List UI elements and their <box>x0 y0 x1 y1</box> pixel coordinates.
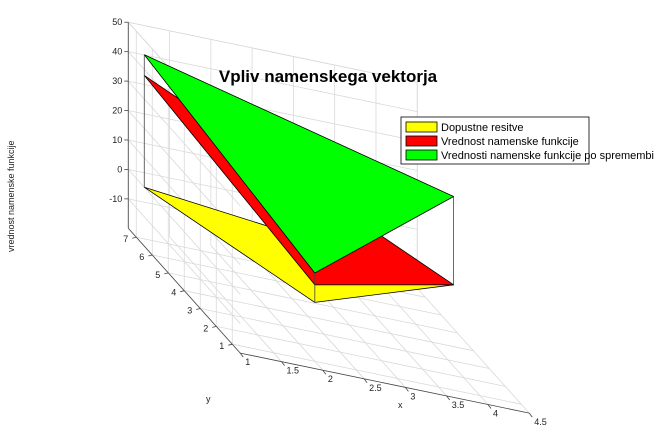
x-tick-mark <box>528 412 533 418</box>
x-tick-mark <box>239 352 244 358</box>
z-tick-label: 40 <box>112 47 122 57</box>
y-tick-label: 1 <box>219 341 224 351</box>
axes <box>124 21 533 418</box>
grid-line <box>200 308 490 369</box>
y-tick-label: 4 <box>171 288 176 298</box>
legend-label: Vrednost namenske funkcije <box>441 136 579 148</box>
grid-line <box>184 290 474 352</box>
x-tick-label: 3 <box>410 391 415 401</box>
z-tick-label: 20 <box>112 106 122 116</box>
x-axis-label: x <box>398 400 403 410</box>
z-tick-label: -10 <box>109 194 122 204</box>
x-tick-label: 4.5 <box>534 417 547 427</box>
tick-labels: 1 1.5 2 2.5 3 3.5 4 4.5 1 2 3 4 5 6 7 -10 0 10 20 30 40 50 <box>109 17 547 427</box>
x-tick-mark <box>363 378 368 384</box>
x-tick-label: 2.5 <box>369 383 382 393</box>
grid-line <box>232 343 522 405</box>
y-tick-label: 2 <box>203 323 208 333</box>
y-tick-label: 7 <box>123 234 128 244</box>
x-tick-label: 1 <box>245 357 250 367</box>
legend-label: Vrednosti namenske funkcije po spremembi <box>441 150 654 162</box>
z-tick-label: 10 <box>112 135 122 145</box>
y-tick-label: 5 <box>155 270 160 280</box>
x-tick-label: 2 <box>328 374 333 384</box>
x-tick-label: 1.5 <box>287 366 300 376</box>
legend: Dopustne resitve Vrednost namenske funkci… <box>400 116 654 165</box>
z-tick-label: 50 <box>112 17 122 27</box>
x-tick-mark <box>487 404 492 409</box>
legend-swatch <box>405 121 438 133</box>
grid-line <box>168 272 458 334</box>
grid-line <box>216 325 506 387</box>
z-tick-label: 30 <box>112 76 122 86</box>
x-tick-mark <box>281 361 285 366</box>
axis-labels: x y vrednost namenske funkcije <box>6 140 403 410</box>
x-tick-mark <box>322 370 327 375</box>
grid-line <box>128 51 418 113</box>
y-tick-mark <box>164 272 169 275</box>
y-tick-label: 3 <box>187 306 192 316</box>
y-tick-mark <box>180 290 185 293</box>
y-tick-mark <box>212 325 217 328</box>
y-tick-mark <box>228 343 233 346</box>
y-tick-mark <box>132 236 137 239</box>
surface-3 <box>143 54 455 274</box>
x-axis-line <box>240 352 530 414</box>
y-tick-label: 6 <box>139 252 144 262</box>
legend-swatch <box>405 149 438 161</box>
x-tick-label: 3.5 <box>452 400 465 410</box>
y-tick-mark <box>148 254 153 257</box>
x-tick-mark <box>405 387 409 392</box>
x-tick-mark <box>446 395 451 401</box>
legend-label: Dopustne resitve <box>441 122 524 134</box>
z-tick-label: 0 <box>117 164 122 174</box>
grid-line <box>128 21 418 83</box>
x-tick-label: 4 <box>493 409 498 419</box>
chart-title: Vpliv namenskega vektorja <box>219 67 438 86</box>
legend-swatch <box>405 135 438 147</box>
z-axis-label: vrednost namenske funkcije <box>6 140 16 252</box>
y-tick-mark <box>196 308 201 310</box>
surfaces <box>143 54 455 303</box>
y-axis-label: y <box>206 394 211 404</box>
